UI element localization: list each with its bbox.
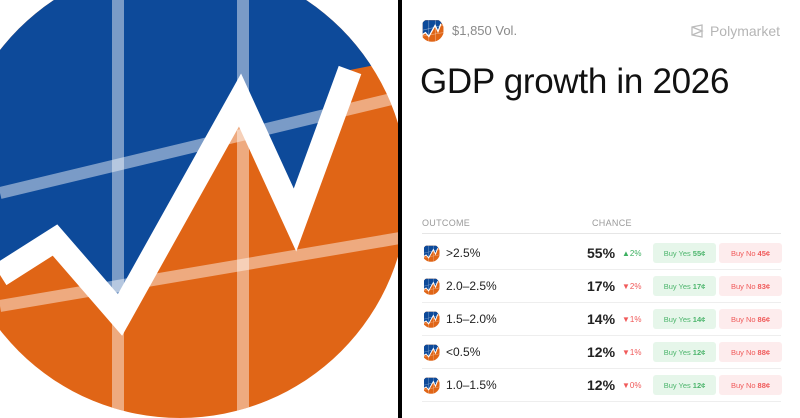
chance-value: 55% [587, 245, 616, 261]
no-price: 45¢ [757, 248, 771, 258]
divider [398, 0, 402, 418]
outcome-header: OUTCOME [422, 218, 471, 228]
gdp-chart-logo-icon [0, 0, 398, 418]
no-price: 88¢ [757, 347, 771, 357]
outcome-label: 1.0–1.5% [446, 378, 497, 392]
chance-change: ▼0% [622, 380, 642, 390]
polymarket-logo-icon [691, 24, 704, 38]
outcome-logo-icon [422, 244, 440, 262]
buy-yes-button[interactable]: Buy Yes 14¢ [653, 309, 716, 329]
buy-no-button[interactable]: Buy No 86¢ [719, 309, 782, 329]
chance-change: ▲2% [622, 248, 642, 258]
outcome-logo-icon [422, 343, 440, 361]
market-header: $1,850 Vol. [420, 18, 517, 42]
outcome-logo-icon [422, 277, 440, 295]
chance-value: 14% [587, 311, 616, 327]
chance-value: 12% [587, 377, 616, 393]
buy-no-label: Buy No [730, 281, 756, 291]
no-price: 86¢ [757, 314, 771, 324]
market-card: $1,850 Vol. Polymarket GDP growth in 202… [402, 0, 800, 418]
no-price: 88¢ [757, 380, 771, 390]
buy-yes-button[interactable]: Buy Yes 12¢ [653, 342, 716, 362]
chance-value: 12% [587, 344, 616, 360]
buy-no-label: Buy No [730, 248, 756, 258]
yes-price: 14¢ [692, 314, 706, 324]
buy-no-button[interactable]: Buy No 83¢ [719, 276, 782, 296]
yes-price: 55¢ [692, 248, 706, 258]
outcome-row[interactable]: >2.5% 55% ▲2% Buy Yes 55¢ Buy No 45¢ [422, 237, 782, 270]
yes-price: 17¢ [692, 281, 706, 291]
buy-no-label: Buy No [730, 347, 756, 357]
buy-yes-label: Buy Yes [663, 281, 691, 291]
chance-change: ▼1% [622, 347, 642, 357]
outcome-row[interactable]: 2.0–2.5% 17% ▼2% Buy Yes 17¢ Buy No 83¢ [422, 270, 782, 303]
buy-yes-label: Buy Yes [663, 314, 691, 324]
outcome-label: <0.5% [446, 345, 481, 359]
outcome-row[interactable]: <0.5% 12% ▼1% Buy Yes 12¢ Buy No 88¢ [422, 336, 782, 369]
yes-price: 12¢ [692, 380, 706, 390]
chance-change: ▼2% [622, 281, 642, 291]
buy-no-button[interactable]: Buy No 88¢ [719, 342, 782, 362]
buy-yes-label: Buy Yes [663, 380, 691, 390]
chance-value: 17% [587, 278, 616, 294]
buy-yes-button[interactable]: Buy Yes 55¢ [653, 243, 716, 263]
chance-header: CHANCE [592, 218, 632, 228]
buy-yes-label: Buy Yes [663, 347, 691, 357]
buy-no-button[interactable]: Buy No 45¢ [719, 243, 782, 263]
chance-change: ▼1% [622, 314, 642, 324]
buy-yes-label: Buy Yes [663, 248, 691, 258]
brand-name: Polymarket [709, 23, 780, 39]
outcome-label: 2.0–2.5% [446, 279, 497, 293]
buy-yes-button[interactable]: Buy Yes 12¢ [653, 375, 716, 395]
buy-yes-button[interactable]: Buy Yes 17¢ [653, 276, 716, 296]
no-price: 83¢ [757, 281, 771, 291]
polymarket-link[interactable]: Polymarket [690, 23, 780, 39]
buy-no-button[interactable]: Buy No 88¢ [719, 375, 782, 395]
outcome-logo-icon [422, 310, 440, 328]
outcome-row[interactable]: 1.0–1.5% 12% ▼0% Buy Yes 12¢ Buy No 88¢ [422, 369, 782, 402]
market-logo-icon [420, 18, 444, 42]
outcome-logo-icon [422, 376, 440, 394]
yes-price: 12¢ [692, 347, 706, 357]
outcome-row[interactable]: 1.5–2.0% 14% ▼1% Buy Yes 14¢ Buy No 86¢ [422, 303, 782, 336]
buy-no-label: Buy No [730, 314, 756, 324]
market-image [0, 0, 398, 418]
volume-text: $1,850 Vol. [452, 22, 518, 38]
buy-no-label: Buy No [730, 380, 756, 390]
header-divider [422, 233, 781, 234]
market-title: GDP growth in 2026 [420, 62, 730, 101]
outcome-label: >2.5% [446, 246, 481, 260]
outcome-label: 1.5–2.0% [446, 312, 497, 326]
